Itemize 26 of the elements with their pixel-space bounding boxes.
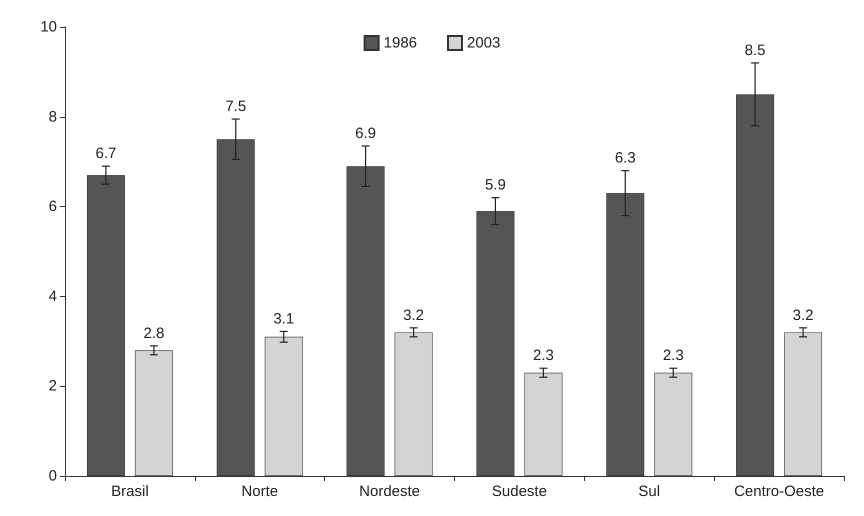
y-tick-label: 8 — [48, 108, 57, 126]
data-label: 3.1 — [273, 310, 294, 328]
y-tick-label: 6 — [48, 198, 57, 216]
data-label: 2.8 — [143, 324, 164, 342]
data-label: 6.3 — [614, 150, 636, 167]
y-tick-label: 4 — [48, 288, 57, 305]
x-tick-label: Norte — [241, 483, 278, 500]
data-label: 7.5 — [225, 98, 246, 116]
legend-label: 2003 — [467, 34, 500, 52]
data-label: 3.2 — [792, 306, 814, 324]
data-label: 5.9 — [484, 176, 506, 194]
x-tick-label: Sul — [638, 483, 660, 500]
x-tick-label: Sudeste — [492, 483, 547, 500]
data-label: 2.3 — [532, 347, 554, 364]
legend-label: 1986 — [384, 34, 418, 52]
data-label: 2.3 — [662, 347, 684, 364]
data-label: 6.9 — [355, 124, 376, 142]
y-tick-label: 10 — [40, 18, 57, 36]
data-label: 3.2 — [403, 306, 424, 324]
y-tick-label: 2 — [48, 378, 57, 395]
x-tick-label: Brasil — [111, 483, 149, 500]
y-tick-label: 0 — [48, 468, 57, 484]
data-label: 6.7 — [95, 145, 116, 162]
x-tick-label: Centro-Oeste — [734, 483, 824, 500]
data-label: 8.5 — [744, 42, 766, 59]
x-tick-label: Nordeste — [359, 483, 420, 500]
